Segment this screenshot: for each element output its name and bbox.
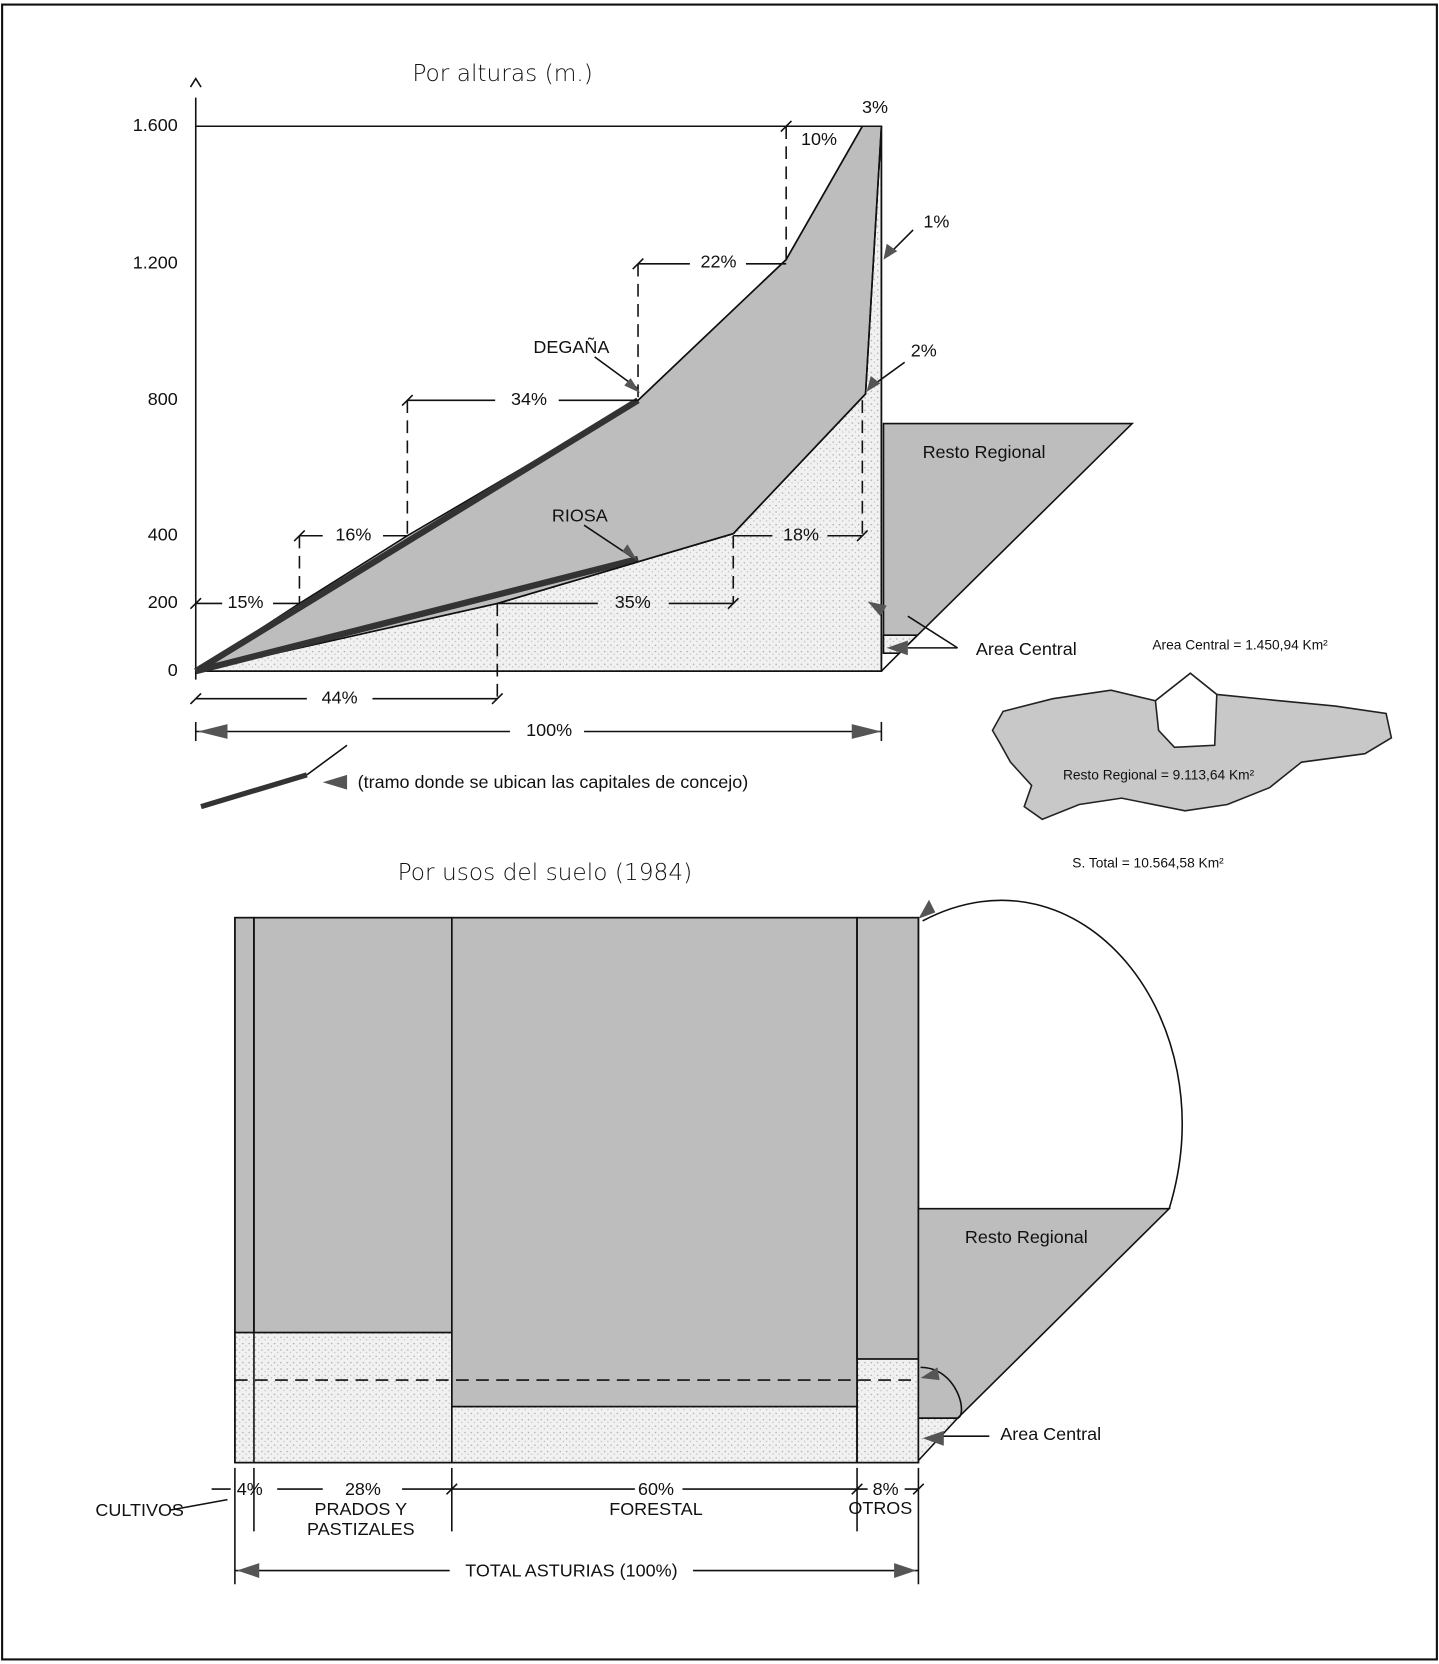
label: Resto Regional xyxy=(965,1227,1088,1247)
label: 8% xyxy=(873,1479,899,1499)
label: (tramo donde se ubican las capitales de … xyxy=(358,772,749,792)
label: 4% xyxy=(237,1479,263,1499)
label: 800 xyxy=(148,389,178,409)
label: CULTIVOS xyxy=(95,1500,184,1520)
label: 0 xyxy=(168,660,178,680)
label: 100% xyxy=(526,720,572,740)
label: 44% xyxy=(322,687,358,707)
label: Area Central xyxy=(1000,1424,1101,1444)
frame xyxy=(1,3,1438,1661)
label: Resto Regional = 9.113,64 Km² xyxy=(1063,768,1255,783)
label: 200 xyxy=(148,592,178,612)
label: 16% xyxy=(335,524,371,544)
label: S. Total = 10.564,58 Km² xyxy=(1072,855,1224,870)
label: 34% xyxy=(511,389,547,409)
label: DEGAÑA xyxy=(533,336,609,357)
label: 2% xyxy=(911,340,937,360)
label: PASTIZALES xyxy=(307,1519,415,1539)
label: 10% xyxy=(801,129,837,149)
label: 35% xyxy=(615,592,651,612)
label: 18% xyxy=(783,524,819,544)
altitude-chart xyxy=(189,77,1135,810)
label: 22% xyxy=(700,251,736,271)
label: 15% xyxy=(227,592,263,612)
label: FORESTAL xyxy=(609,1499,703,1519)
label: Por alturas (m.) xyxy=(412,60,593,87)
label: Area Central = 1.450,94 Km² xyxy=(1152,637,1328,652)
land-use-chart xyxy=(169,899,1183,1585)
label: OTROS xyxy=(848,1498,912,1518)
label: 60% xyxy=(638,1479,674,1499)
label: RIOSA xyxy=(552,505,608,525)
label: 400 xyxy=(148,524,178,544)
label: 28% xyxy=(345,1479,381,1499)
label: Resto Regional xyxy=(923,442,1046,462)
label: 1% xyxy=(923,211,949,231)
label: Por usos del suelo (1984) xyxy=(398,859,693,886)
label: 3% xyxy=(862,97,888,117)
label: PRADOS Y xyxy=(315,1499,408,1519)
central-region xyxy=(1154,672,1218,749)
label: 1.200 xyxy=(133,253,178,273)
label: 1.600 xyxy=(133,115,178,135)
label: TOTAL ASTURIAS (100%) xyxy=(465,1560,677,1580)
label: Area Central xyxy=(976,639,1077,659)
